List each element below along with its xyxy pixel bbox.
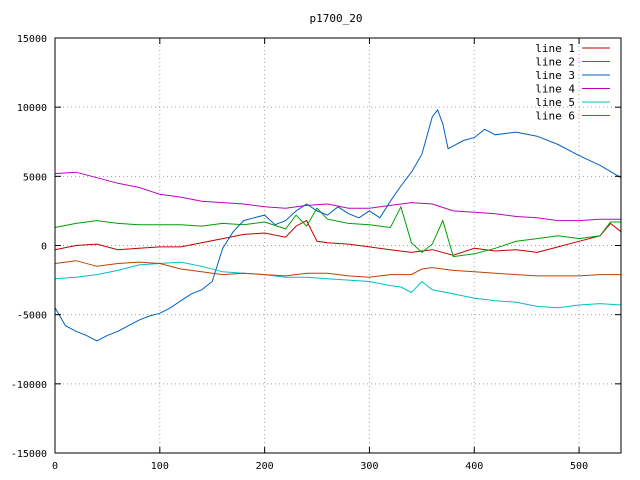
- series-group: [54, 108, 622, 342]
- series-line-1: [54, 219, 622, 256]
- legend-label-5: line 5: [535, 96, 575, 109]
- legend-label-3: line 3: [535, 69, 575, 82]
- legend-label-2: line 2: [535, 56, 575, 69]
- y-tick-label: 15000: [17, 34, 47, 45]
- x-tick-label: 500: [570, 461, 588, 472]
- x-tick-label: 100: [151, 461, 169, 472]
- y-tick-label: -5000: [17, 311, 47, 322]
- y-tick-label: 10000: [17, 103, 47, 114]
- x-tick-label: 400: [465, 461, 483, 472]
- x-tick-label: 0: [52, 461, 58, 472]
- chart-title: p1700_20: [310, 12, 363, 25]
- series-line-4: [54, 171, 621, 222]
- x-tick-label: 200: [256, 461, 274, 472]
- x-tick-label: 300: [360, 461, 378, 472]
- legend-label-6: line 6: [535, 110, 575, 123]
- series-line-2: [54, 205, 621, 258]
- axis-ticks: 0 100 200 300 400 500 -15000 -10000 -5000 0 5000 10…: [11, 34, 621, 472]
- y-tick-label: -10000: [11, 380, 47, 391]
- series-line-5: [54, 261, 622, 309]
- legend-label-1: line 1: [535, 42, 575, 55]
- y-tick-label: 5000: [23, 172, 47, 183]
- series-line-6: [54, 260, 621, 278]
- series-line-3: [54, 108, 622, 342]
- y-tick-label: -15000: [11, 449, 47, 460]
- legend-label-4: line 4: [535, 83, 575, 96]
- y-tick-label: 0: [41, 242, 47, 253]
